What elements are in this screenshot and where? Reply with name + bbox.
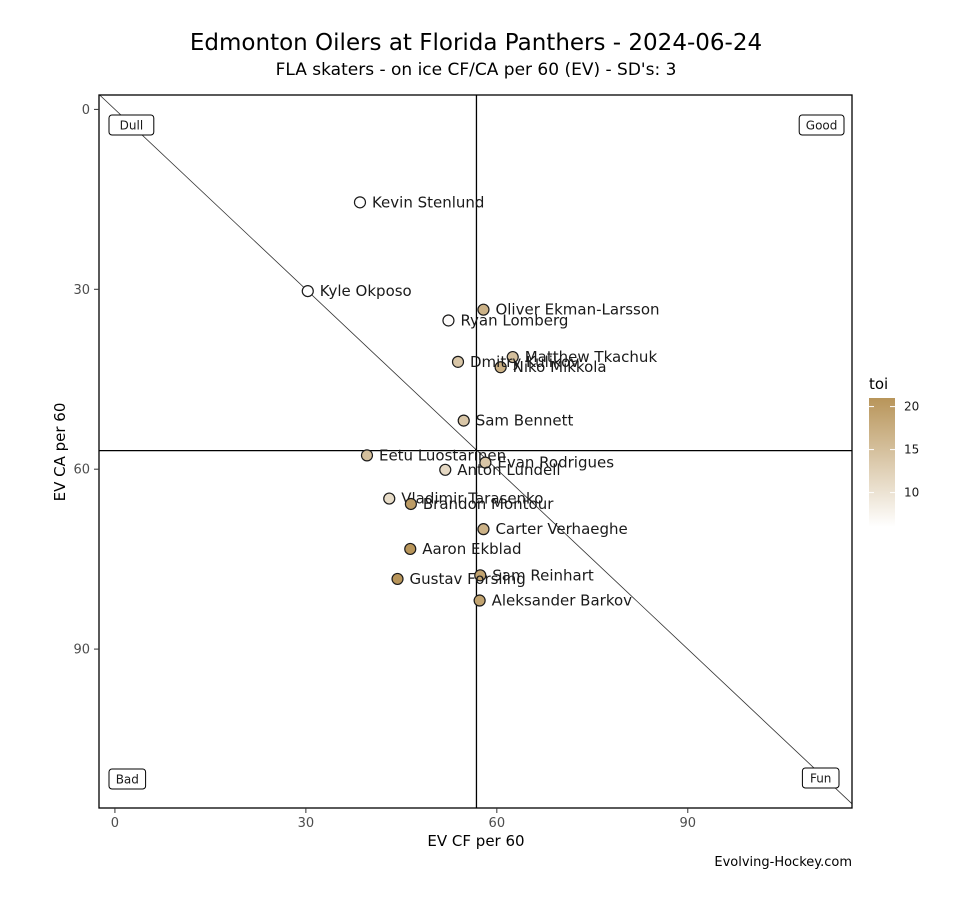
point-label: Brandon Montour — [423, 495, 554, 513]
player-point: Kevin Stenlund — [353, 193, 484, 211]
y-tick-label: 60 — [73, 463, 90, 478]
player-point: Evan Rodrigues — [479, 454, 614, 472]
data-point — [383, 492, 396, 505]
point-label: Evan Rodrigues — [497, 454, 614, 472]
player-point: Matthew Tkachuk — [506, 348, 658, 366]
point-label: Dmitry Kulikov — [470, 353, 579, 371]
data-point — [301, 284, 314, 298]
point-label: Sam Reinhart — [492, 566, 594, 584]
data-point — [442, 314, 455, 327]
data-point — [353, 196, 367, 209]
data-point — [391, 572, 404, 586]
corner-label-text: Good — [806, 119, 838, 133]
x-axis-title: EV CF per 60 — [427, 832, 524, 850]
data-point — [439, 463, 452, 476]
point-label: Anton Lundell — [457, 461, 560, 479]
chart-title: Edmonton Oilers at Florida Panthers - 20… — [190, 30, 762, 56]
corner-label-dull: Dull — [108, 114, 155, 136]
point-label: Niko Mikkola — [513, 358, 607, 376]
legend-color-bar — [869, 398, 895, 527]
point-label: Oliver Ekman-Larsson — [495, 301, 659, 319]
data-point — [479, 456, 492, 469]
reference-lines — [99, 95, 852, 808]
x-tick-label: 90 — [680, 816, 697, 831]
player-point: Dmitry Kulikov — [451, 353, 579, 371]
data-point — [477, 523, 490, 536]
player-point: Niko Mikkola — [494, 358, 607, 376]
data-point — [404, 497, 417, 511]
point-label: Sam Bennett — [476, 412, 574, 430]
player-point: Sam Bennett — [457, 412, 574, 430]
player-point: Gustav Forsling — [391, 570, 526, 588]
x-tick-label: 60 — [489, 816, 506, 831]
point-label: Aaron Ekblad — [422, 540, 521, 558]
player-point: Brandon Montour — [404, 495, 554, 513]
point-label: Kevin Stenlund — [372, 193, 484, 211]
data-point — [457, 414, 470, 427]
chart-subtitle: FLA skaters - on ice CF/CA per 60 (EV) -… — [276, 60, 677, 80]
y-tick-label: 0 — [82, 103, 90, 118]
data-point — [451, 355, 465, 368]
y-axis-title: EV CA per 60 — [51, 403, 69, 502]
corner-label-box — [108, 114, 155, 136]
player-point: Eetu Luostarinen — [360, 446, 506, 464]
legend-tick-label: 10 — [904, 486, 919, 500]
corner-label-text: Dull — [120, 119, 144, 133]
player-point: Aleksander Barkov — [473, 592, 633, 610]
point-label: Aleksander Barkov — [492, 592, 633, 610]
player-point: Aaron Ekblad — [404, 540, 522, 558]
corner-label-box — [798, 114, 845, 136]
point-label: Ryan Lomberg — [460, 311, 568, 329]
y-tick-label: 30 — [73, 283, 90, 298]
data-point — [477, 303, 490, 316]
x-tick-label: 30 — [298, 816, 315, 831]
corner-label-text: Fun — [810, 772, 831, 786]
data-point — [474, 569, 487, 582]
player-point: Vladimir Tarasenko — [383, 490, 543, 508]
source-caption: Evolving-Hockey.com — [714, 855, 852, 870]
x-tick-label: 0 — [111, 816, 119, 831]
plot-panel-border — [98, 94, 853, 809]
point-label: Eetu Luostarinen — [379, 446, 506, 464]
player-point: Carter Verhaeghe — [477, 520, 628, 538]
player-point: Sam Reinhart — [474, 566, 594, 584]
corner-label-box — [801, 767, 840, 789]
player-point: Oliver Ekman-Larsson — [477, 301, 660, 319]
player-point: Ryan Lomberg — [442, 311, 568, 329]
point-label: Gustav Forsling — [410, 570, 526, 588]
corner-label-box — [108, 768, 147, 790]
data-point — [494, 361, 507, 374]
corner-label-text: Bad — [116, 773, 139, 787]
legend-tick-label: 20 — [904, 400, 919, 414]
corner-label-fun: Fun — [801, 767, 840, 789]
data-point — [506, 350, 519, 364]
corner-label-good: Good — [798, 114, 845, 136]
y-tick-label: 90 — [73, 643, 90, 658]
point-label: Kyle Okposo — [320, 282, 412, 300]
player-point: Anton Lundell — [439, 461, 561, 479]
legend-title: toi — [869, 375, 888, 393]
color-legend: toi 10 15 20 — [869, 375, 919, 527]
data-point — [404, 542, 417, 556]
data-point — [473, 594, 486, 607]
data-point — [360, 449, 374, 462]
player-point: Kyle Okposo — [301, 282, 412, 300]
point-label: Vladimir Tarasenko — [401, 490, 543, 508]
point-label: Matthew Tkachuk — [525, 348, 658, 366]
legend-tick-label: 15 — [904, 443, 919, 457]
point-label: Carter Verhaeghe — [495, 520, 627, 538]
corner-label-bad: Bad — [108, 768, 147, 790]
